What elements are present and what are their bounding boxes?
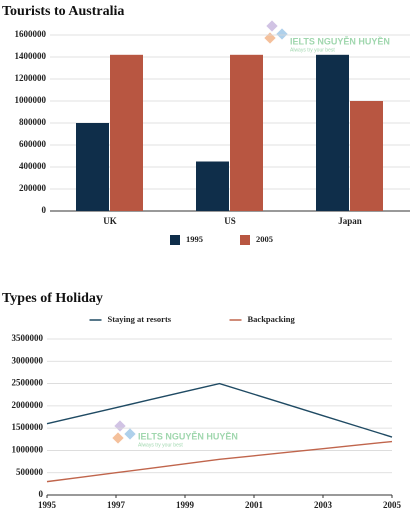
legend-label: 1995: [186, 234, 203, 244]
bar: [110, 54, 143, 211]
x-tick-label: UK: [103, 216, 117, 226]
watermark-slogan: Always try your best: [138, 442, 183, 448]
series-line: [46, 440, 393, 483]
legend-label: 2005: [256, 234, 273, 244]
y-tick-label: 1000000: [15, 95, 47, 105]
x-tick-label: 1999: [176, 500, 195, 510]
y-tick-label: 0: [39, 489, 44, 499]
legend-swatch: [170, 235, 180, 245]
x-tick-label: 2003: [314, 500, 333, 510]
y-tick-label: 1200000: [15, 73, 47, 83]
logo-shape: [112, 432, 124, 444]
y-tick-label: 0: [42, 205, 47, 215]
y-tick-label: 2000000: [12, 400, 44, 410]
watermark-name: IELTS NGUYỄN HUYỀN: [290, 35, 390, 46]
y-tick-label: 1500000: [12, 422, 44, 432]
y-tick-label: 3500000: [12, 333, 44, 343]
y-tick-label: 1600000: [15, 29, 47, 39]
y-tick-label: 2500000: [12, 378, 44, 388]
bar: [76, 123, 109, 211]
y-tick-label: 200000: [19, 183, 47, 193]
bar: [230, 54, 263, 211]
x-tick-label: 1997: [107, 500, 126, 510]
y-tick-label: 1400000: [15, 51, 47, 61]
series-line: [46, 382, 393, 438]
watermark-name: IELTS NGUYỄN HUYỀN: [138, 430, 238, 441]
y-tick-label: 800000: [19, 117, 47, 127]
legend-swatch: [240, 235, 250, 245]
chart-title: Tourists to Australia: [2, 4, 124, 19]
logo-shape: [124, 428, 136, 440]
y-tick-label: 600000: [19, 139, 47, 149]
x-tick-label: 2001: [245, 500, 264, 510]
chart-title: Types of Holiday: [2, 291, 103, 306]
x-tick-label: US: [224, 216, 236, 226]
bar: [316, 54, 349, 211]
y-tick-label: 3000000: [12, 355, 44, 365]
x-tick-label: 2005: [383, 500, 402, 510]
watermark: IELTS NGUYỄN HUYỀN Always try your best …: [112, 20, 390, 448]
legend-label: Staying at resorts: [108, 314, 172, 324]
x-tick-label: Japan: [338, 216, 362, 226]
logo-shape: [276, 28, 288, 40]
logo-shape: [264, 32, 276, 44]
logo-shape: [266, 20, 278, 32]
x-tick-label: 1995: [38, 500, 57, 510]
bar: [350, 101, 383, 211]
logo-shape: [114, 420, 126, 432]
bar: [196, 161, 229, 211]
y-tick-label: 500000: [16, 467, 44, 477]
watermark-slogan: Always try your best: [290, 47, 335, 53]
legend-label: Backpacking: [248, 314, 296, 324]
y-tick-label: 400000: [19, 161, 47, 171]
y-tick-label: 1000000: [12, 444, 44, 454]
